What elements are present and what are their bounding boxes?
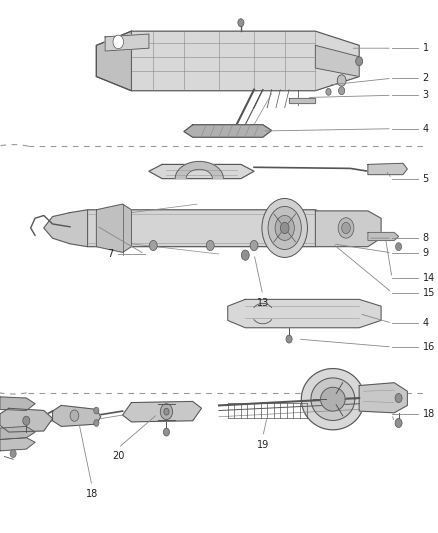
Circle shape xyxy=(339,87,345,95)
Circle shape xyxy=(342,222,350,233)
Circle shape xyxy=(395,418,402,427)
Circle shape xyxy=(326,88,331,95)
Circle shape xyxy=(70,410,79,421)
Polygon shape xyxy=(175,161,223,179)
Polygon shape xyxy=(184,125,272,137)
Circle shape xyxy=(280,222,289,233)
Circle shape xyxy=(113,35,124,49)
Polygon shape xyxy=(44,210,88,247)
Polygon shape xyxy=(123,401,201,422)
Polygon shape xyxy=(0,397,35,410)
Polygon shape xyxy=(0,408,53,432)
Circle shape xyxy=(23,416,30,425)
Text: 4: 4 xyxy=(423,318,429,328)
Polygon shape xyxy=(315,211,381,247)
Circle shape xyxy=(238,19,244,27)
Polygon shape xyxy=(149,165,254,179)
Text: 7: 7 xyxy=(108,249,114,259)
Circle shape xyxy=(337,75,346,86)
Text: 5: 5 xyxy=(423,174,429,183)
Polygon shape xyxy=(321,387,345,411)
Text: 9: 9 xyxy=(423,248,429,258)
Polygon shape xyxy=(96,31,131,91)
Polygon shape xyxy=(96,31,359,91)
Polygon shape xyxy=(0,426,35,439)
Circle shape xyxy=(338,218,354,238)
Text: 18: 18 xyxy=(86,489,98,499)
Text: 16: 16 xyxy=(423,342,435,352)
Circle shape xyxy=(206,240,214,251)
Circle shape xyxy=(94,419,99,426)
Polygon shape xyxy=(96,204,131,252)
Circle shape xyxy=(356,56,363,66)
Circle shape xyxy=(275,215,294,240)
Circle shape xyxy=(94,407,99,414)
Text: 20: 20 xyxy=(112,451,124,462)
Circle shape xyxy=(241,250,249,260)
Text: 13: 13 xyxy=(257,298,269,309)
Text: 15: 15 xyxy=(423,288,435,297)
Text: 8: 8 xyxy=(423,233,429,243)
Circle shape xyxy=(10,450,16,458)
Circle shape xyxy=(149,240,157,251)
Circle shape xyxy=(396,243,402,251)
Circle shape xyxy=(286,335,292,343)
Polygon shape xyxy=(311,378,355,421)
Circle shape xyxy=(160,403,173,419)
Polygon shape xyxy=(315,45,359,77)
Polygon shape xyxy=(368,163,407,175)
Text: 19: 19 xyxy=(257,440,269,450)
Polygon shape xyxy=(301,369,364,430)
Polygon shape xyxy=(359,383,407,413)
Circle shape xyxy=(163,428,170,436)
Polygon shape xyxy=(0,438,35,451)
Text: 1: 1 xyxy=(423,43,429,53)
Text: 3: 3 xyxy=(423,90,429,100)
Polygon shape xyxy=(289,98,315,103)
Text: 4: 4 xyxy=(423,124,429,134)
Polygon shape xyxy=(70,210,333,247)
Polygon shape xyxy=(105,34,149,51)
Circle shape xyxy=(250,240,258,251)
Text: 2: 2 xyxy=(423,73,429,83)
Circle shape xyxy=(268,206,301,249)
Circle shape xyxy=(395,393,402,402)
Circle shape xyxy=(262,198,307,257)
Text: 14: 14 xyxy=(423,273,435,283)
Text: 18: 18 xyxy=(423,409,435,419)
Polygon shape xyxy=(368,232,399,240)
Polygon shape xyxy=(53,406,101,426)
Polygon shape xyxy=(228,300,381,328)
Circle shape xyxy=(164,408,169,415)
